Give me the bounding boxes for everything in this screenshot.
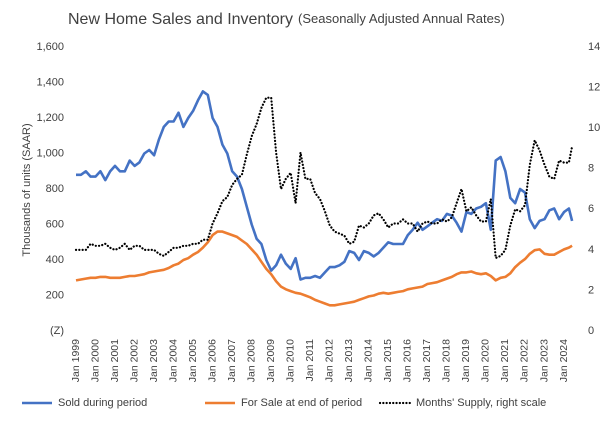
x-tick-label: Jan 1999 xyxy=(70,339,82,382)
x-tick-label: Jan 2021 xyxy=(499,339,511,382)
legend-label: For Sale at end of period xyxy=(241,397,362,409)
x-tick-label: Jan 2009 xyxy=(265,339,277,382)
y-axis-label: Thousands of units (SAAR) xyxy=(21,123,33,256)
legend-label: Months' Supply, right scale xyxy=(416,397,546,409)
x-tick-label: Jan 2004 xyxy=(167,339,179,382)
y-tick-label: 1,000 xyxy=(36,147,64,159)
x-tick-label: Jan 2018 xyxy=(441,339,453,382)
x-tick-label: Jan 2014 xyxy=(363,339,375,382)
y-tick-label: (Z) xyxy=(50,325,64,337)
x-tick-label: Jan 2000 xyxy=(89,339,101,382)
x-tick-label: Jan 2017 xyxy=(421,339,433,382)
y-tick-label: 600 xyxy=(46,218,64,230)
y2-tick-label: 8 xyxy=(588,163,594,175)
y2-tick-label: 14 xyxy=(588,41,600,53)
x-tick-label: Jan 2002 xyxy=(128,339,140,382)
x-tick-label: Jan 2003 xyxy=(148,339,160,382)
y2-tick-label: 12 xyxy=(588,81,600,93)
legend-label: Sold during period xyxy=(58,397,147,409)
subtitle: (Seasonally Adjusted Annual Rates) xyxy=(298,11,505,26)
y-tick-label: 800 xyxy=(46,183,64,195)
series-line xyxy=(75,230,573,307)
x-tick-label: Jan 2020 xyxy=(480,339,492,382)
x-tick-label: Jan 2011 xyxy=(304,339,316,382)
x-tick-label: Jan 2019 xyxy=(460,339,472,382)
series-line xyxy=(74,96,574,260)
chart-title: New Home Sales and Inventory (Seasonally … xyxy=(68,11,505,28)
y-tick-label: 1,600 xyxy=(36,41,64,53)
y2-tick-label: 10 xyxy=(588,122,600,134)
x-tick-label: Jan 2015 xyxy=(382,339,394,382)
x-tick-label: Jan 2012 xyxy=(324,339,336,382)
x-tick-label: Jan 2001 xyxy=(109,339,121,382)
y2-tick-label: 2 xyxy=(588,284,594,296)
y-tick-label: 1,200 xyxy=(36,112,64,124)
x-tick-label: Jan 2010 xyxy=(285,339,297,382)
x-tick-label: Jan 2022 xyxy=(519,339,531,382)
x-tick-label: Jan 2007 xyxy=(226,339,238,382)
y2-tick-label: 0 xyxy=(588,325,594,337)
x-tick-label: Jan 2016 xyxy=(402,339,414,382)
x-tick-label: Jan 2008 xyxy=(245,339,257,382)
series-line xyxy=(76,90,574,281)
y2-tick-label: 6 xyxy=(588,203,594,215)
y-tick-label: 400 xyxy=(46,254,64,266)
y2-tick-label: 4 xyxy=(588,244,594,256)
x-tick-label: Jan 2005 xyxy=(187,339,199,382)
x-tick-label: Jan 2024 xyxy=(558,339,570,382)
title: New Home Sales and Inventory xyxy=(68,11,293,28)
x-tick-label: Jan 2023 xyxy=(538,339,550,382)
x-tick-label: Jan 2013 xyxy=(343,339,355,382)
y-tick-label: 1,400 xyxy=(36,76,64,88)
x-tick-label: Jan 2006 xyxy=(206,339,218,382)
y-tick-label: 200 xyxy=(46,289,64,301)
